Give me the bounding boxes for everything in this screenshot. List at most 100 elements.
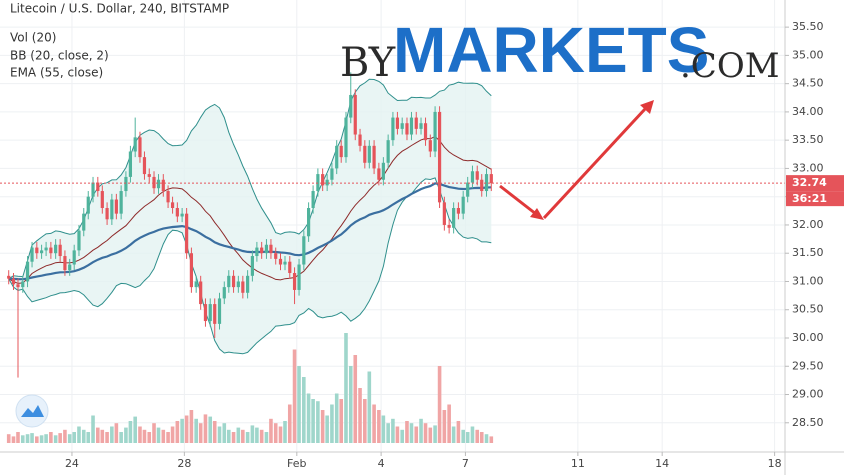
countdown-label: 36:21 [792, 192, 827, 205]
volume-bar [348, 366, 353, 443]
candle-body [86, 196, 90, 214]
volume-bar [489, 436, 494, 443]
candle-body [100, 191, 104, 208]
volume-bar [442, 410, 447, 443]
y-tick-label: 33.00 [792, 161, 824, 174]
candle-body [321, 174, 325, 186]
candle-body [152, 176, 156, 189]
volume-bar [386, 423, 390, 443]
volume-bar [316, 401, 320, 443]
x-tick-label: 11 [571, 457, 585, 470]
volume-bar [465, 432, 470, 443]
volume-bar [456, 421, 461, 443]
candle-body [358, 134, 362, 146]
candle-body [269, 244, 273, 254]
logo-icon[interactable] [21, 405, 44, 417]
volume-bar [334, 393, 339, 443]
volume-bar [330, 404, 334, 443]
candle-body [138, 137, 142, 158]
candle-body [156, 179, 161, 189]
candle-body [25, 261, 30, 282]
candle-body [119, 191, 123, 214]
volume-bar [170, 426, 175, 443]
candle-body [278, 258, 283, 265]
candle-body [297, 264, 301, 290]
volume-bar [133, 416, 137, 443]
candle-body [16, 284, 20, 288]
candle-body [39, 250, 44, 254]
volume-bar [81, 429, 86, 443]
volume-bar [269, 418, 273, 443]
candle-body [307, 208, 311, 237]
candle-body [447, 224, 451, 228]
candle-body [255, 247, 259, 257]
y-tick-label: 28.50 [792, 416, 824, 429]
last-price-box [786, 175, 844, 192]
arrow-down [499, 184, 537, 216]
volume-bar [278, 426, 283, 443]
candle-body [489, 174, 493, 184]
legend-item: EMA (55, close) [10, 66, 103, 80]
candle-body [372, 145, 376, 169]
watermark: BY MARKETS .COM [340, 14, 780, 86]
volume-bar [325, 415, 329, 443]
candle-body [189, 253, 194, 288]
volume-bar [25, 434, 30, 443]
volume-bar [231, 432, 236, 443]
volume-bar [194, 418, 198, 443]
candle-body [475, 171, 479, 180]
y-tick-label: 29.00 [792, 388, 824, 401]
volume-bar [241, 429, 245, 443]
volume-bar [423, 423, 428, 443]
candle-body [442, 202, 446, 225]
volume-bar [377, 410, 381, 443]
volume-bar [363, 399, 367, 443]
candle-body [231, 275, 236, 288]
volume-bar [142, 429, 147, 443]
volume-bar [419, 418, 423, 443]
candle-body [480, 179, 484, 192]
logo[interactable] [15, 394, 49, 428]
volume-bar [110, 426, 114, 443]
volume-bar [395, 426, 400, 443]
candle-body [395, 117, 400, 129]
volume-bar [391, 418, 395, 443]
volume-bar [311, 399, 315, 443]
volume-bar [484, 434, 489, 443]
watermark-brand: MARKETS [393, 14, 709, 86]
watermark-suffix: .COM [680, 46, 780, 86]
volume-bar [100, 429, 105, 443]
candle-body [246, 275, 250, 293]
logo-circle[interactable] [15, 394, 49, 428]
candle-body [63, 256, 67, 271]
candle-body [409, 117, 414, 135]
volume-bar [6, 434, 11, 443]
candle-body [377, 168, 381, 180]
x-tick-label: 24 [65, 457, 79, 470]
candle-body [203, 304, 208, 322]
volume-bar [114, 423, 119, 443]
candle-body [133, 137, 137, 152]
candle-body [274, 253, 278, 259]
candle-body [241, 281, 245, 293]
volume-bar [287, 404, 292, 443]
volume-bar [49, 432, 53, 443]
candle-body [77, 230, 81, 251]
x-tick-label: 7 [462, 457, 469, 470]
candle-body [199, 281, 203, 305]
volume-bar [189, 410, 194, 443]
candle-body [433, 111, 437, 152]
volume-bar [245, 432, 250, 443]
candle-body [484, 174, 489, 192]
volume-bar [259, 429, 264, 443]
candle-body [288, 261, 292, 273]
candle-body [96, 182, 100, 192]
y-tick-label: 35.50 [792, 20, 824, 33]
volume-bar [119, 432, 123, 443]
candle-body [452, 208, 456, 228]
y-tick-label: 35.00 [792, 48, 824, 61]
x-tick-label: 28 [177, 457, 191, 470]
candle-body [250, 256, 254, 276]
volume-bar [302, 377, 306, 443]
